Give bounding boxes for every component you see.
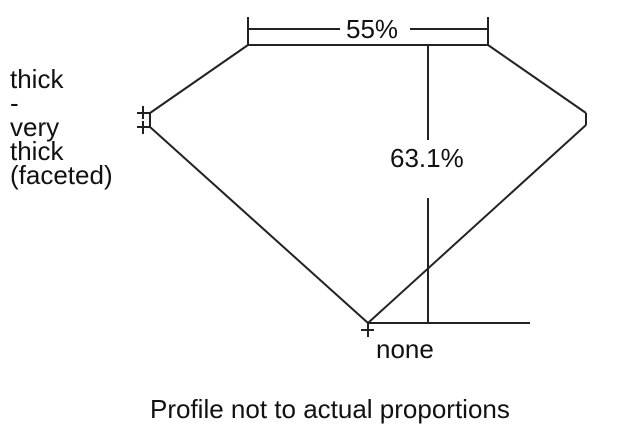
culet-label: none [376, 334, 434, 364]
girdle-label-line: - [10, 88, 19, 118]
girdle-label-line: thick [10, 136, 64, 166]
pavilion-left [149, 126, 369, 324]
depth-percent-label: 63.1% [390, 143, 464, 173]
crown-left [149, 44, 249, 114]
girdle-label-line: very [10, 112, 60, 142]
girdle-label-line: (faceted) [10, 160, 113, 190]
crown-right [487, 44, 587, 114]
caption: Profile not to actual proportions [150, 394, 510, 424]
girdle-label-line: thick [10, 64, 64, 94]
girdle-label: thick - very thick (faceted) [10, 64, 113, 190]
pavilion-right [367, 124, 587, 324]
table-percent-label: 55% [346, 14, 399, 44]
